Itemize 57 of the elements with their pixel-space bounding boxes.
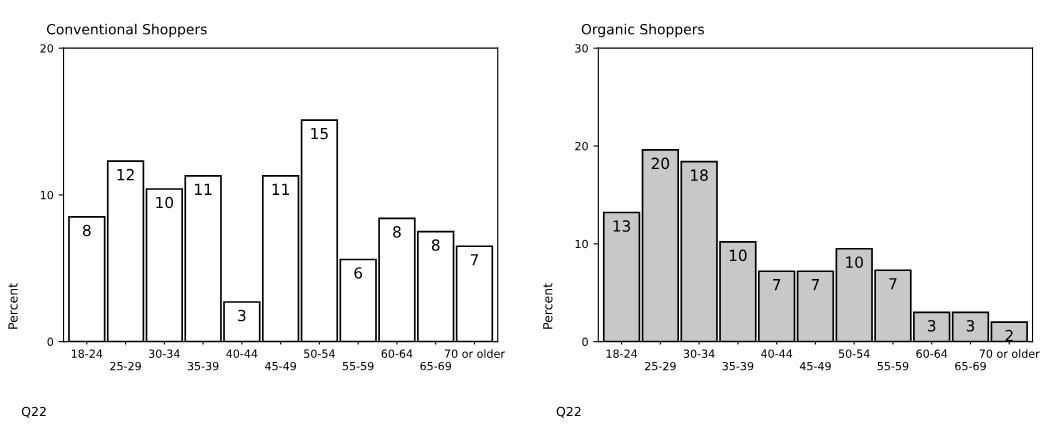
data-label: 12 (117, 168, 134, 181)
x-tick-label: 45-49 (265, 361, 296, 371)
y-tick-label: 10 (40, 190, 54, 200)
y-axis-title: Percent (8, 283, 18, 329)
x-tick-label: 25-29 (645, 361, 676, 371)
x-tick-label: 70 or older (444, 349, 505, 358)
x-tick-label: 30-34 (149, 349, 180, 358)
data-label: 8 (82, 224, 91, 237)
data-label: 3 (238, 309, 246, 322)
y-tick-label: 10 (575, 239, 588, 249)
data-label: 10 (729, 249, 747, 262)
data-label: 8 (431, 239, 440, 251)
data-label: 3 (928, 320, 936, 332)
data-label: 6 (354, 267, 363, 279)
x-tick-label: 35-39 (187, 361, 219, 371)
x-tick-label: 25-29 (110, 361, 141, 371)
x-tick-label: 65-69 (955, 361, 986, 371)
data-label: 8 (393, 226, 401, 238)
text: Q22 (21, 406, 46, 418)
x-tick-label: 50-54 (304, 349, 335, 358)
data-label: 13 (613, 220, 631, 232)
x-tick-label: 18-24 (71, 349, 103, 358)
data-label: 7 (889, 278, 897, 290)
y-tick-label: 30 (575, 44, 588, 53)
y-axis-title: Percent (543, 283, 553, 329)
x-tick-label: 30-34 (683, 349, 715, 358)
x-tick-label: 35-39 (722, 361, 754, 371)
data-label: 2 (1005, 329, 1013, 342)
x-tick-label: 40-44 (226, 349, 258, 358)
x-tick-label: 18-24 (606, 349, 638, 358)
y-tick-label: 0 (582, 337, 588, 347)
data-label: 7 (811, 279, 819, 291)
y-tick-label: 20 (40, 44, 54, 53)
data-label: 7 (470, 254, 479, 266)
x-tick-label: 60-64 (916, 349, 948, 358)
x-tick-label: 60-64 (381, 349, 413, 358)
data-label: 3 (966, 320, 975, 332)
x-tick-label: 70 or older (979, 349, 1040, 358)
x-tick-label: 45-49 (799, 361, 831, 371)
data-label: 18 (691, 169, 708, 181)
chart-title: Conventional Shoppers (46, 23, 207, 38)
x-tick-label: 55-59 (877, 361, 909, 371)
data-label: 7 (773, 279, 781, 291)
y-tick-label: 20 (575, 141, 588, 151)
data-label: 10 (846, 256, 863, 268)
text: Q22 (556, 406, 581, 418)
y-tick-label: 0 (47, 337, 54, 347)
chart-title: Organic Shoppers (581, 23, 704, 38)
x-tick-label: 55-59 (342, 361, 374, 371)
x-tick-label: 65-69 (420, 361, 452, 371)
data-label: 11 (272, 183, 289, 195)
data-label: 11 (195, 183, 212, 195)
data-label: 10 (156, 196, 174, 209)
x-tick-label: 50-54 (838, 349, 870, 358)
x-tick-label: 40-44 (761, 349, 793, 358)
data-label: 20 (651, 157, 670, 170)
data-label: 15 (311, 127, 328, 140)
